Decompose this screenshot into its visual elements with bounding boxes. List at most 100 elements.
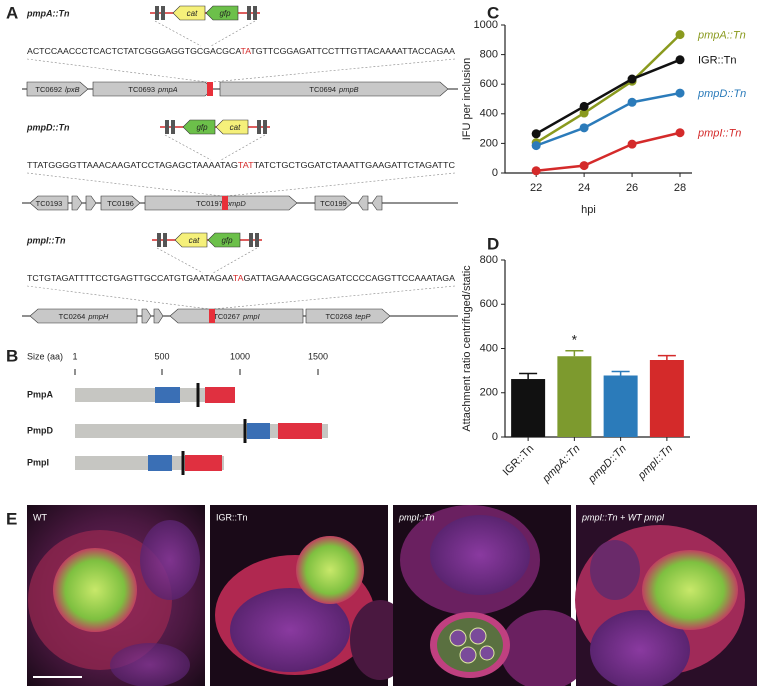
bar <box>603 375 638 437</box>
line <box>535 33 681 144</box>
y-axis-label: IFU per inclusion <box>461 58 473 141</box>
legend-label: pmpA::Tn <box>697 30 746 42</box>
x-tick-label: pmpD::Tn <box>585 443 628 486</box>
dash <box>213 285 456 310</box>
gene <box>314 195 353 211</box>
protein-label: PmpD <box>27 425 54 435</box>
insert-gene-label: cat <box>189 236 200 245</box>
gene <box>169 308 304 324</box>
gene-id: TC0199 <box>320 199 347 208</box>
dash <box>154 20 202 47</box>
insert-gene <box>207 232 241 248</box>
dash <box>156 247 204 274</box>
line <box>536 131 681 173</box>
domain <box>155 387 180 403</box>
ir <box>161 6 165 20</box>
gene-label: TC0197 pmpD <box>196 199 246 208</box>
error-bar <box>519 372 538 380</box>
tick-label: 1000 <box>230 351 250 361</box>
gene-id: TC0268 <box>325 312 352 321</box>
dash <box>220 134 266 161</box>
dash <box>226 172 456 197</box>
gene <box>85 195 97 211</box>
y-tick-label: 200 <box>480 387 498 399</box>
insertion-mark <box>209 309 215 323</box>
gene <box>100 195 141 211</box>
ir <box>263 120 267 134</box>
gene-id: TC0196 <box>107 199 134 208</box>
x-tick-label: pmpA::Tn <box>540 443 583 486</box>
panel-label: A <box>6 3 18 22</box>
insertion <box>196 383 200 407</box>
tick-label: 500 <box>154 351 169 361</box>
gene <box>371 195 383 211</box>
gene <box>141 308 152 324</box>
gene <box>29 195 69 211</box>
protein-label: PmpI <box>27 457 49 467</box>
error-bar <box>657 354 676 361</box>
line <box>535 58 681 135</box>
error-bar <box>611 370 630 376</box>
point <box>579 108 589 118</box>
bar <box>649 360 684 437</box>
insert-gene <box>174 232 208 248</box>
panel-label: E <box>6 509 17 528</box>
gene-name: pmpH <box>87 312 109 321</box>
panel-label: C <box>487 3 499 22</box>
sequence: ACTCCAACCCTCACTCTATCGGGAGGTGCGACGCA TATGT… <box>27 46 455 56</box>
image-label: IGR::Tn <box>216 512 248 522</box>
gene-label: TC0694 pmpB <box>309 85 358 94</box>
gene <box>71 195 83 211</box>
y-tick-label: 200 <box>480 137 498 149</box>
insertion-site: TA <box>241 46 252 56</box>
legend-label: IGR::Tn <box>698 55 737 67</box>
point <box>675 55 685 65</box>
x-axis-label: hpi <box>581 204 596 216</box>
gene-label: TC0264 pmpH <box>59 312 109 321</box>
micrograph <box>575 505 757 686</box>
ir <box>257 120 261 134</box>
y-tick-label: 400 <box>480 342 498 354</box>
ir <box>155 6 159 20</box>
gene <box>29 308 138 324</box>
panel-label: B <box>6 346 18 365</box>
insertion-mark <box>222 196 228 210</box>
bar <box>557 356 592 437</box>
insertion-mark <box>207 82 213 96</box>
y-tick-label: 800 <box>480 49 498 61</box>
axis-label: Size (aa) <box>27 351 63 361</box>
point <box>579 161 589 171</box>
x-tick-label: 28 <box>674 182 686 194</box>
y-tick-label: 600 <box>480 78 498 90</box>
sequence-part: TGTTCGGAGATTCCTTTGTTACAAAATTACCAGAA <box>250 46 455 56</box>
micrograph <box>210 505 410 686</box>
ir <box>165 120 169 134</box>
ir <box>247 6 251 20</box>
y-tick-label: 800 <box>480 254 498 266</box>
gene-label: TC0196 <box>107 199 134 208</box>
gene-name: lpxB <box>65 85 80 94</box>
domain <box>278 423 322 439</box>
micrographs: WT IGR::Tn pmpI::Tn pmpI::Tn + WT pmpI <box>27 505 757 686</box>
ir <box>157 233 161 247</box>
insertion-site: TA <box>233 273 244 283</box>
gene <box>305 308 391 324</box>
gene-name: pmpD <box>225 199 247 208</box>
dash <box>164 134 212 161</box>
panel-label: D <box>487 234 499 253</box>
y-axis-label: Attachment ratio centrifuged/static <box>461 265 473 432</box>
image-label: WT <box>33 512 47 522</box>
point <box>627 139 637 149</box>
image-label: pmpI::Tn + WT pmpI <box>581 512 665 522</box>
line <box>535 91 681 147</box>
point <box>531 129 541 139</box>
dash <box>211 58 456 83</box>
ir <box>249 233 253 247</box>
gene-name: pmpA <box>157 85 178 94</box>
gene-name: pmpI <box>242 312 260 321</box>
dash <box>212 247 258 274</box>
error-bar <box>565 349 584 357</box>
construct-label: pmpA::Tn <box>26 8 70 18</box>
x-tick-label: pmpI::Tn <box>635 443 675 483</box>
